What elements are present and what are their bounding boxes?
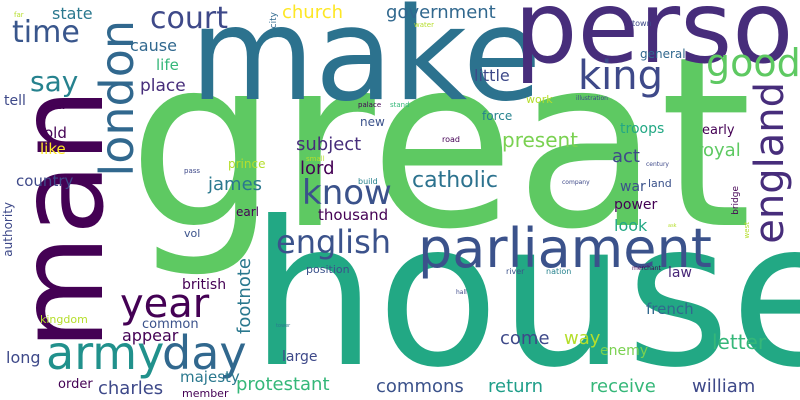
word-return: return <box>488 376 544 397</box>
word-footnote: footnote <box>234 258 255 334</box>
word-receive: receive <box>590 376 656 397</box>
word-ask: ask <box>668 223 677 229</box>
word-town: town <box>632 19 652 28</box>
word-old: old <box>44 124 67 142</box>
word-river: river <box>506 267 525 276</box>
word-like: like <box>40 140 66 158</box>
word-catholic: catholic <box>412 168 498 193</box>
word-prince: prince <box>228 157 266 171</box>
word-small: small <box>306 155 325 163</box>
word-vol: vol <box>184 227 201 240</box>
word-house: house <box>250 179 800 400</box>
word-thousand: thousand <box>318 206 389 224</box>
word-appear: appear <box>122 326 179 345</box>
word-great: great <box>128 6 752 281</box>
word-majesty: majesty <box>180 368 240 386</box>
word-state: state <box>52 4 93 23</box>
word-palace: palace <box>358 101 382 109</box>
word-member: member <box>182 387 229 400</box>
word-place: place <box>140 76 186 96</box>
word-land: land <box>648 177 672 190</box>
word-country: country <box>16 172 74 190</box>
word-war: war <box>620 179 646 195</box>
word-british: british <box>182 277 227 293</box>
word-law: law <box>668 265 692 281</box>
word-stand: stand <box>390 101 410 109</box>
word-year: year <box>120 281 210 327</box>
word-royal: royal <box>696 140 741 161</box>
word-work: work <box>526 93 553 106</box>
word-troops: troops <box>620 121 665 137</box>
word-cause: cause <box>130 36 177 55</box>
word-government: government <box>386 2 496 23</box>
word-charles: charles <box>98 378 164 399</box>
word-enemy: enemy <box>600 343 649 359</box>
word-water: water <box>414 21 434 29</box>
word-court: court <box>150 1 228 36</box>
word-make: make <box>190 0 542 130</box>
word-time: time <box>12 15 80 50</box>
word-authority: authority <box>1 202 15 257</box>
word-nation: nation <box>546 267 572 276</box>
word-company: company <box>562 179 590 186</box>
word-letter: letter <box>712 330 767 354</box>
word-english: english <box>276 223 392 261</box>
word-street: street <box>44 103 65 111</box>
word-subject: subject <box>296 134 362 155</box>
word-england: england <box>747 82 793 244</box>
word-lord: lord <box>300 158 335 179</box>
word-order: order <box>58 377 93 392</box>
word-parliament: parliament <box>418 217 712 280</box>
word-good: good <box>706 41 800 85</box>
word-build: build <box>358 177 378 186</box>
word-day: day <box>162 326 247 380</box>
word-know: know <box>302 173 392 213</box>
word-new: new <box>360 115 385 129</box>
word-pass: pass <box>184 167 201 175</box>
word-way: way <box>564 328 601 349</box>
word-commons: commons <box>376 376 464 397</box>
word-king: king <box>578 53 664 99</box>
word-earl: earl <box>236 205 260 219</box>
word-city: city <box>269 12 279 29</box>
word-william: william <box>692 376 756 397</box>
word-power: power <box>614 197 658 213</box>
word-come: come <box>500 328 550 349</box>
word-person: person <box>514 0 800 86</box>
word-church: church <box>282 2 344 23</box>
word-position: position <box>306 263 350 276</box>
word-present: present <box>502 128 579 152</box>
word-french: french <box>646 300 694 318</box>
word-far: far <box>14 11 24 19</box>
word-merchant: merchant <box>632 265 661 272</box>
word-long: long <box>6 348 41 367</box>
word-act: act <box>612 146 640 167</box>
word-tower: tower <box>276 323 291 329</box>
word-general: general <box>640 47 686 61</box>
word-say: say <box>30 65 79 98</box>
word-force: force <box>482 109 513 123</box>
word-bridge: bridge <box>731 186 741 215</box>
word-tell: tell <box>4 93 26 109</box>
word-little: little <box>474 66 510 85</box>
word-kingdom: kingdom <box>40 313 88 326</box>
word-protestant: protestant <box>236 374 330 395</box>
word-illustration: illustration <box>576 95 608 102</box>
word-century: century <box>646 161 669 168</box>
word-life: life <box>156 56 179 74</box>
word-look: look <box>614 216 648 235</box>
word-road: road <box>442 135 460 144</box>
word-west: west <box>743 222 751 239</box>
word-hall: hall <box>456 289 467 296</box>
word-james: james <box>208 174 263 195</box>
word-army: army <box>46 326 165 380</box>
word-common: common <box>142 317 199 332</box>
word-large: large <box>282 349 318 365</box>
word-early: early <box>702 123 735 138</box>
